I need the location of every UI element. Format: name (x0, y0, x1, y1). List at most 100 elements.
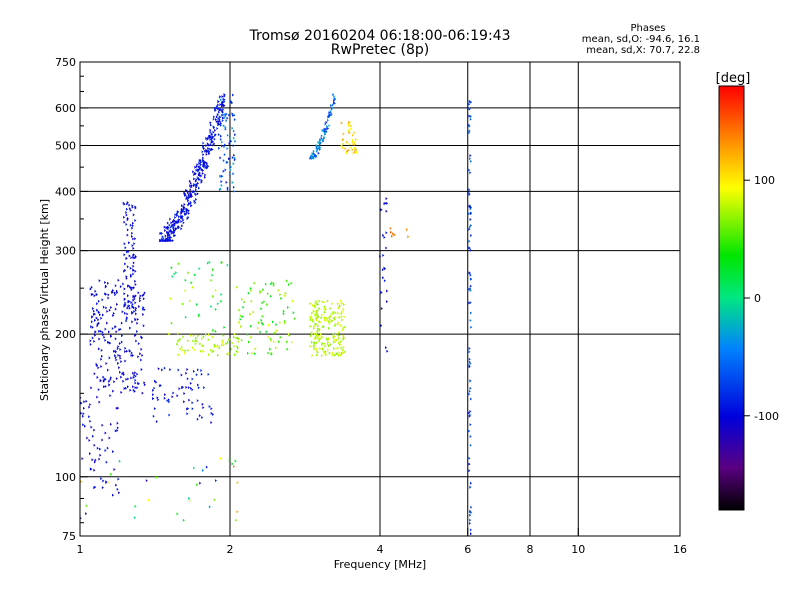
echo-point (109, 378, 112, 382)
echo-point (314, 313, 317, 317)
echo-point (337, 353, 340, 357)
echo-point (213, 498, 216, 502)
echo-point (121, 372, 124, 376)
echo-point (321, 335, 324, 339)
echo-point (129, 349, 131, 353)
echo-point (188, 398, 191, 402)
echo-point (468, 212, 471, 216)
echo-point (233, 158, 236, 162)
echo-point (348, 131, 351, 135)
echo-point (468, 114, 471, 118)
echo-point (119, 356, 122, 360)
echo-point (291, 299, 294, 303)
echo-point (383, 235, 386, 239)
echo-point (108, 383, 111, 387)
echo-point (200, 372, 203, 376)
echo-point (261, 301, 264, 305)
echo-point (233, 153, 236, 157)
echo-point (175, 271, 178, 275)
echo-point (210, 411, 213, 415)
echo-point (134, 279, 137, 283)
echo-point (320, 136, 323, 140)
echo-point (128, 203, 131, 207)
y-tick-label: 200 (55, 328, 76, 341)
echo-point (139, 299, 142, 303)
echo-point (309, 156, 312, 160)
echo-point (238, 321, 241, 324)
echo-point (120, 360, 123, 364)
echo-point (219, 156, 222, 160)
echo-point (159, 232, 162, 235)
echo-point (222, 343, 225, 347)
echo-point (269, 347, 271, 351)
echo-point (108, 379, 111, 383)
echo-point (185, 189, 188, 193)
echo-point (202, 335, 205, 339)
echo-point (468, 347, 471, 350)
echo-point (142, 324, 145, 328)
echo-point (104, 431, 107, 435)
echo-point (139, 352, 142, 356)
echo-point (323, 305, 326, 309)
echo-point (253, 352, 256, 356)
echo-point (182, 218, 185, 222)
echo-point (199, 481, 202, 485)
echo-point (468, 429, 471, 433)
y-tick-label: 100 (55, 471, 76, 484)
echo-point (236, 336, 239, 340)
echo-point (181, 385, 184, 389)
echo-point (157, 367, 160, 371)
echo-point (229, 137, 232, 141)
echo-point (104, 327, 107, 331)
echo-point (131, 224, 134, 228)
echo-point (186, 368, 189, 371)
echo-point (212, 143, 215, 147)
echo-point (132, 221, 134, 225)
echo-point (122, 371, 125, 375)
echo-point (148, 498, 150, 502)
echo-point (313, 341, 316, 345)
echo-point (91, 320, 93, 324)
echo-point (221, 95, 224, 98)
echo-point (333, 99, 336, 103)
echo-point (469, 157, 472, 161)
echo-point (164, 239, 167, 243)
echo-point (80, 401, 83, 405)
echo-point (232, 144, 235, 148)
echo-point (332, 334, 335, 338)
echo-point (105, 284, 107, 288)
echo-point (468, 129, 471, 133)
echo-point (270, 339, 273, 343)
echo-point (134, 386, 137, 390)
echo-point (164, 229, 167, 232)
echo-point (89, 403, 92, 407)
echo-point (316, 313, 319, 317)
echo-point (316, 329, 319, 333)
echo-point (293, 317, 296, 321)
echo-point (124, 262, 127, 266)
echo-point (231, 126, 234, 130)
echo-point (231, 156, 234, 160)
echo-point (202, 153, 205, 157)
echo-point (131, 320, 134, 324)
echo-point (269, 337, 272, 341)
echo-point (198, 171, 201, 175)
echo-point (194, 183, 197, 187)
echo-point (212, 294, 215, 298)
echo-point (134, 334, 137, 337)
echo-point (336, 346, 339, 350)
echo-point (292, 311, 295, 315)
echo-point (236, 481, 239, 485)
echo-point (232, 185, 235, 189)
echo-point (234, 459, 237, 463)
echo-point (196, 417, 199, 421)
echo-point (380, 307, 383, 310)
echo-point (198, 313, 201, 317)
echo-point (168, 332, 171, 336)
echo-point (170, 321, 173, 325)
echo-point (333, 97, 336, 101)
echo-point (117, 278, 120, 282)
echo-point (380, 208, 383, 212)
echo-point (191, 407, 194, 411)
phase-stats-o: mean, sd,O: -94.6, 16.1 (582, 34, 700, 45)
